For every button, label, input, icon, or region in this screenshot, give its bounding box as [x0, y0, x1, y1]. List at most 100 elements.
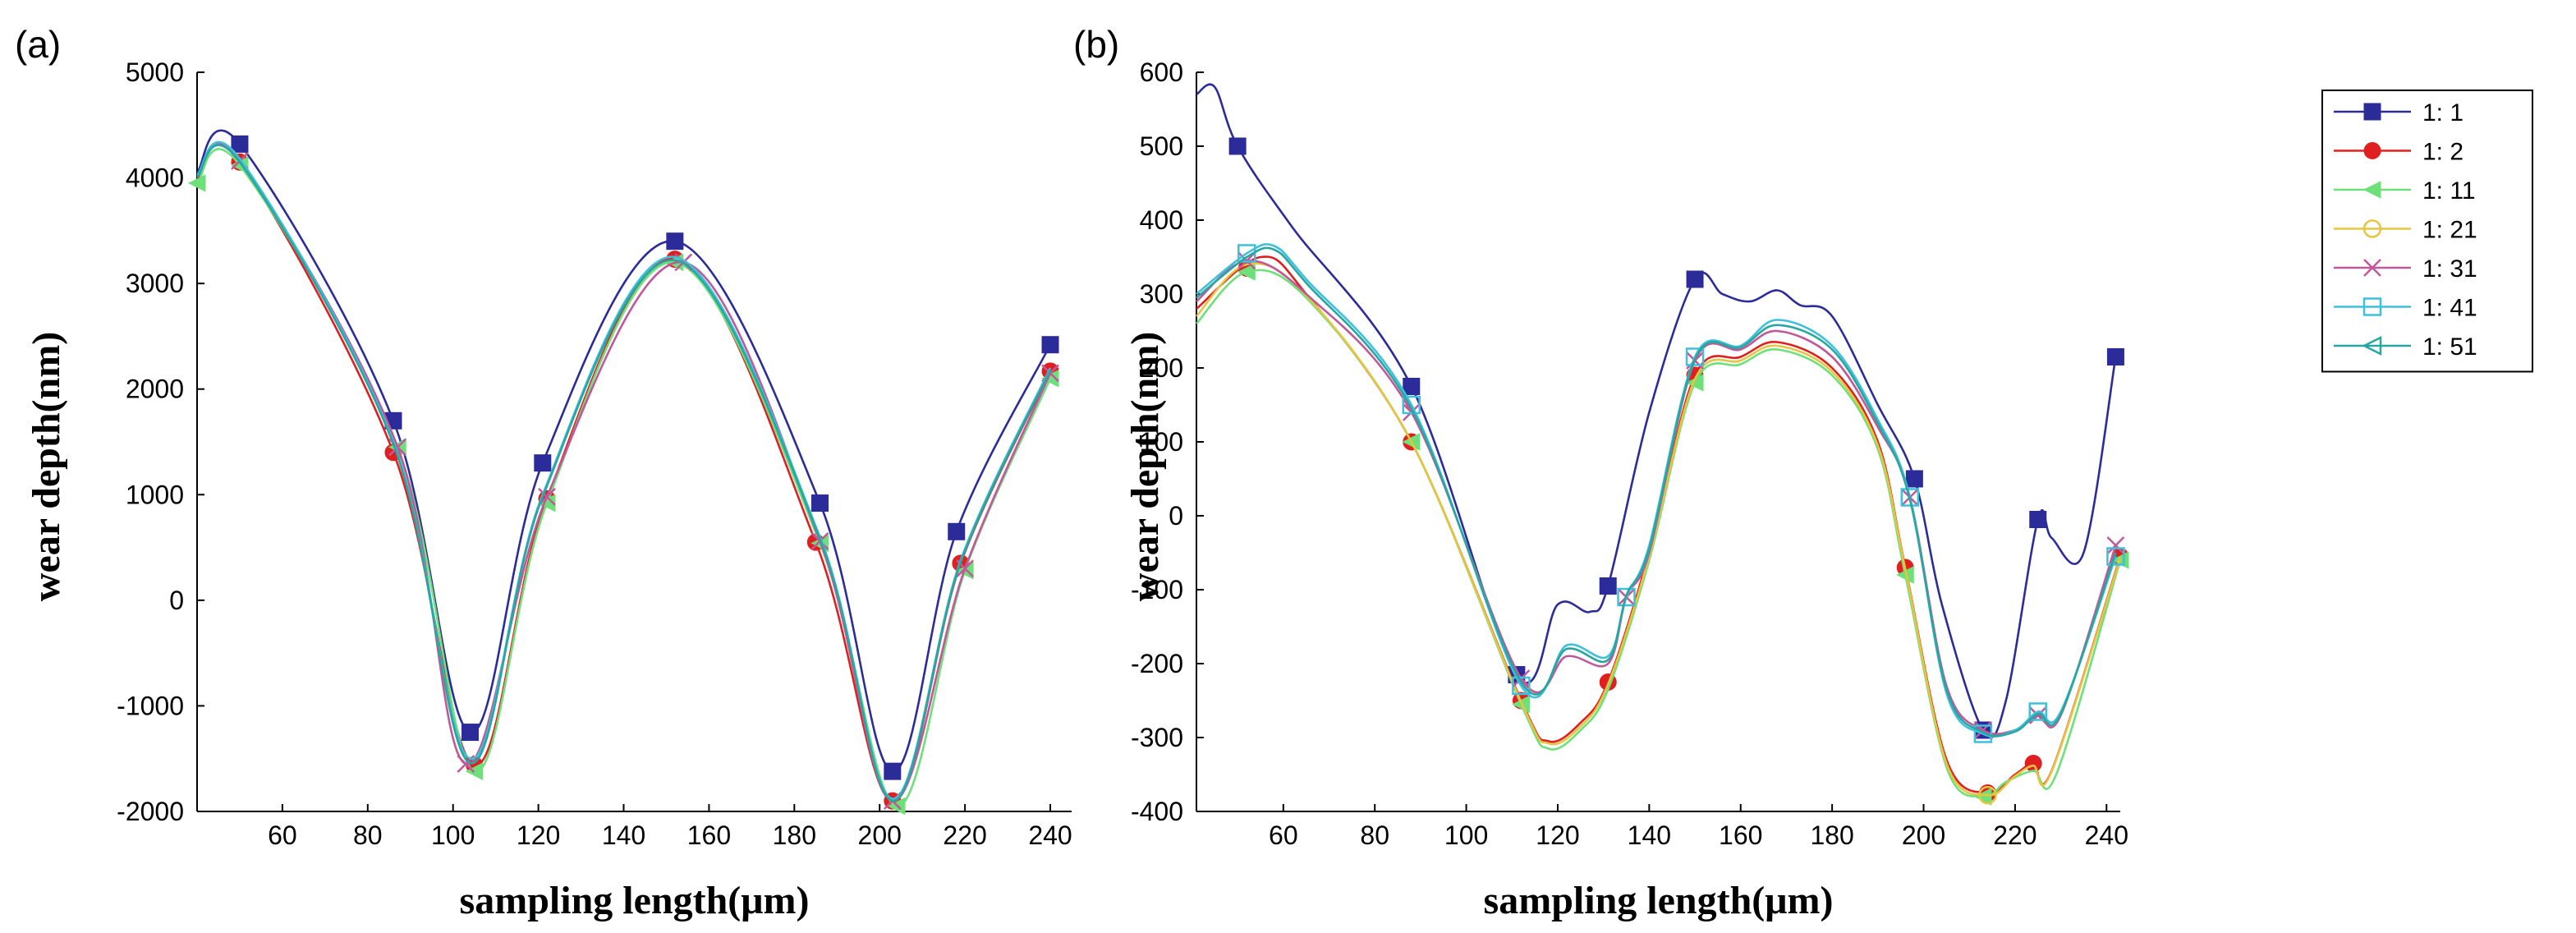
panel-a-series-1-11-line	[196, 148, 1052, 807]
legend-marker	[2362, 335, 2382, 356]
panel-b-series-1-1	[1196, 83, 2124, 739]
panel-b-series-1-1-point	[1905, 470, 1923, 488]
panel-b-label: (b)	[1073, 23, 1119, 66]
panel-b-series-1-41-point	[1237, 244, 1256, 263]
legend-marker	[2362, 219, 2382, 238]
panel-b-series-1-41-point	[2028, 702, 2048, 721]
panel-a: (a) -2000 -1000 0 1000 2000 3000 4000 5000 60 80 10…	[15, 23, 1072, 922]
panel-b-y-tick-label: 500	[1140, 131, 1183, 161]
panel-b-series-1-41-point	[1973, 724, 1993, 743]
panel-b-x-tick-label: 240	[2085, 820, 2128, 850]
legend-item-1-31: 1: 31	[2334, 255, 2477, 283]
panel-b-y-tick-label: -300	[1131, 723, 1183, 752]
panel-b-y-tick-label: 100	[1140, 427, 1183, 457]
panel-a-series-1-31-line	[196, 142, 1052, 802]
panel-b-series-1-41-point	[1685, 347, 1705, 366]
legend-item-1-51: 1: 51	[2334, 333, 2477, 361]
panel-b-series-1-51-line	[1196, 246, 2117, 738]
panel-b-x-tick-label: 80	[1360, 820, 1389, 850]
legend-marker	[2363, 103, 2381, 121]
panel-b-series-1-41-point	[1512, 676, 1531, 696]
panel-b-series-1-41-point	[2106, 547, 2125, 566]
panel-b-series-1-21-point	[1978, 785, 1997, 805]
panel-b-y-tick-label: 0	[1169, 501, 1183, 531]
panel-a-series-1-1-point	[461, 724, 479, 742]
panel-a-series-1-11-point	[187, 174, 206, 192]
panel-b-y-axis-title: wear depth(nm)	[1123, 332, 1167, 601]
panel-b-series-1-11-point	[1237, 263, 1256, 281]
panel-b-series-1-51	[1196, 246, 2117, 738]
legend: 1: 1 1: 2 1: 11 1: 21 1: 31 1: 41 1: 51	[2321, 90, 2533, 373]
panel-a-x-tick-label: 80	[353, 820, 383, 850]
panel-a-series-1-2-line	[196, 144, 1052, 802]
panel-b-series-1-1-point	[2029, 511, 2047, 528]
panel-a-y-axis-title: wear depth(nm)	[25, 332, 68, 601]
panel-a-series-1-1-point	[231, 135, 249, 153]
panel-a-series-1-1-point	[948, 522, 966, 540]
legend-marker	[2363, 142, 2381, 159]
panel-a-y-tick-label: 1000	[126, 480, 184, 509]
panel-b-series-1-41-point	[1617, 587, 1636, 607]
panel-a-x-tick-label: 200	[858, 820, 902, 850]
panel-a-y-tick-label: -1000	[117, 691, 184, 720]
panel-a-series-1-31	[196, 142, 1059, 811]
panel-a-x-tick-label: 240	[1028, 820, 1072, 850]
panel-b-series-1-11-line	[1196, 269, 2122, 798]
legend-label: 1: 21	[2422, 217, 2477, 244]
panel-a-series-1-1-point	[810, 494, 829, 512]
panel-b-series-1-31-point	[2106, 536, 2125, 554]
panel-b-x-axis-title: sampling length(μm)	[1484, 879, 1834, 922]
legend-label: 1: 1	[2422, 99, 2464, 126]
panel-b-x-tick-label: 200	[1902, 820, 1945, 850]
panel-b-series-1-2-point	[2024, 755, 2042, 772]
panel-a-x-tick-label: 160	[687, 820, 731, 850]
panel-b-y-tick-label: -400	[1131, 797, 1183, 826]
panel-b-series-1-1-line	[1196, 83, 2117, 739]
panel-b-y-tick-label: 200	[1140, 353, 1183, 383]
panel-a-series-1-51-line	[196, 144, 1052, 802]
panel-a-x-tick-label: 220	[943, 820, 986, 850]
panel-a-series-1-1	[195, 129, 1059, 780]
panel-a-series-1-41	[196, 140, 1052, 800]
panel-b-x-tick-label: 180	[1810, 820, 1853, 850]
panel-a-y-tick-label: 2000	[126, 375, 184, 404]
panel-a-x-axis-title: sampling length(μm)	[460, 879, 810, 922]
panel-b-x-tick-label: 160	[1719, 820, 1762, 850]
panel-b-series-1-1-point	[1686, 270, 1704, 288]
panel-b-x-tick-label: 60	[1269, 820, 1298, 850]
panel-b-x-tick-label: 140	[1628, 820, 1671, 850]
panel-b: (b) -400 -300 -200 -100 0 100 200 300 400 500 600 60…	[1073, 23, 2129, 922]
legend-box	[2321, 90, 2533, 373]
legend-item-1-41: 1: 41	[2334, 295, 2477, 322]
panel-a-x-tick-label: 120	[517, 820, 560, 850]
panel-a-series-1-1-point	[666, 232, 684, 250]
legend-item-1-2: 1: 2	[2334, 139, 2464, 166]
panel-a-y-tick-label: 0	[169, 586, 184, 615]
panel-a-series-1-1-line	[195, 129, 1052, 773]
panel-a-label: (a)	[15, 23, 61, 66]
panel-b-y-tick-label: 400	[1140, 205, 1183, 235]
panel-a-series-1-41-line	[196, 140, 1052, 800]
panel-b-series-1-1-point	[1599, 577, 1617, 595]
legend-marker	[2362, 297, 2382, 316]
panel-b-series-1-1-point	[1228, 137, 1247, 155]
legend-item-1-11: 1: 11	[2334, 177, 2476, 205]
panel-b-series-1-1-point	[1403, 378, 1421, 395]
panel-a-y-tick-label: 3000	[126, 269, 184, 298]
panel-b-series-1-2	[1196, 255, 2129, 802]
panel-a-series-1-1-point	[884, 762, 902, 780]
panel-b-y-tick-label: 600	[1140, 57, 1183, 87]
panel-b-series-1-41-point	[1900, 488, 1920, 507]
panel-b-y-tick-label: -100	[1131, 575, 1183, 604]
legend-item-1-1: 1: 1	[2334, 99, 2464, 126]
legend-item-1-21: 1: 21	[2334, 217, 2477, 244]
panel-a-series-1-1-point	[1041, 336, 1059, 354]
panel-a-x-tick-label: 140	[602, 820, 645, 850]
panel-b-y-tick-label: -200	[1131, 649, 1183, 678]
legend-label: 1: 31	[2422, 255, 2477, 283]
legend-label: 1: 41	[2422, 295, 2477, 322]
panel-b-series-1-21	[1196, 262, 2122, 805]
legend-label: 1: 51	[2422, 333, 2477, 361]
panel-a-y-tick-label: -2000	[117, 797, 184, 826]
